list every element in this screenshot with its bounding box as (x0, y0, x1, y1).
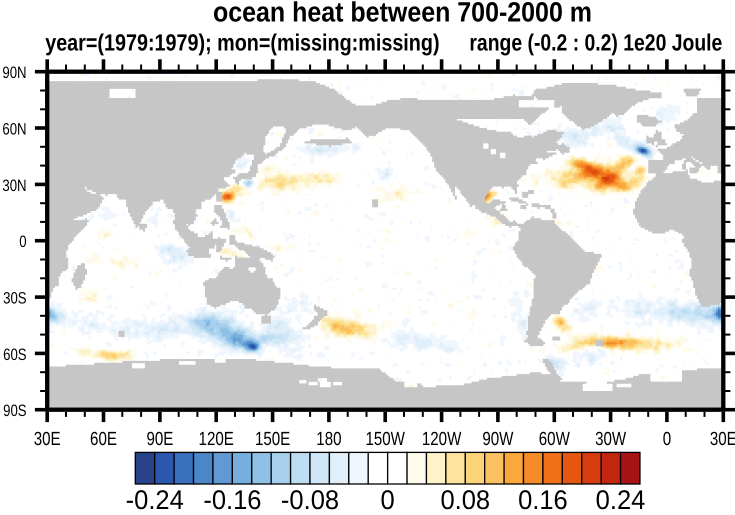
svg-text:0: 0 (19, 233, 26, 251)
svg-text:60N: 60N (2, 120, 26, 138)
svg-text:0.24: 0.24 (596, 485, 646, 510)
svg-text:0.08: 0.08 (440, 485, 490, 510)
svg-text:90N: 90N (2, 64, 26, 82)
svg-text:-0.24: -0.24 (126, 485, 184, 510)
svg-text:60S: 60S (3, 346, 26, 364)
svg-text:30N: 30N (2, 177, 26, 195)
svg-text:60E: 60E (90, 429, 117, 450)
svg-text:0.16: 0.16 (518, 485, 568, 510)
svg-text:-0.16: -0.16 (203, 485, 261, 510)
svg-text:30E: 30E (34, 429, 61, 450)
svg-text:90W: 90W (482, 429, 513, 450)
svg-text:90S: 90S (3, 402, 26, 420)
svg-text:120W: 120W (422, 429, 462, 450)
svg-text:90E: 90E (146, 429, 173, 450)
svg-text:120E: 120E (199, 429, 234, 450)
svg-text:0: 0 (380, 485, 394, 510)
svg-text:-0.08: -0.08 (281, 485, 339, 510)
svg-text:30W: 30W (595, 429, 626, 450)
svg-text:150W: 150W (365, 429, 405, 450)
svg-text:30S: 30S (3, 290, 26, 308)
svg-text:30E: 30E (710, 429, 735, 450)
svg-text:60W: 60W (539, 429, 570, 450)
svg-text:ocean heat between 700-2000 m: ocean heat between 700-2000 m (213, 0, 592, 27)
svg-text:0: 0 (663, 429, 671, 450)
svg-text:range (-0.2 : 0.2) 1e20 Joule: range (-0.2 : 0.2) 1e20 Joule (469, 30, 722, 56)
svg-text:150E: 150E (255, 429, 290, 450)
svg-text:180: 180 (316, 429, 341, 450)
svg-text:year=(1979:1979); mon=(missing: year=(1979:1979); mon=(missing:missing) (45, 30, 439, 56)
